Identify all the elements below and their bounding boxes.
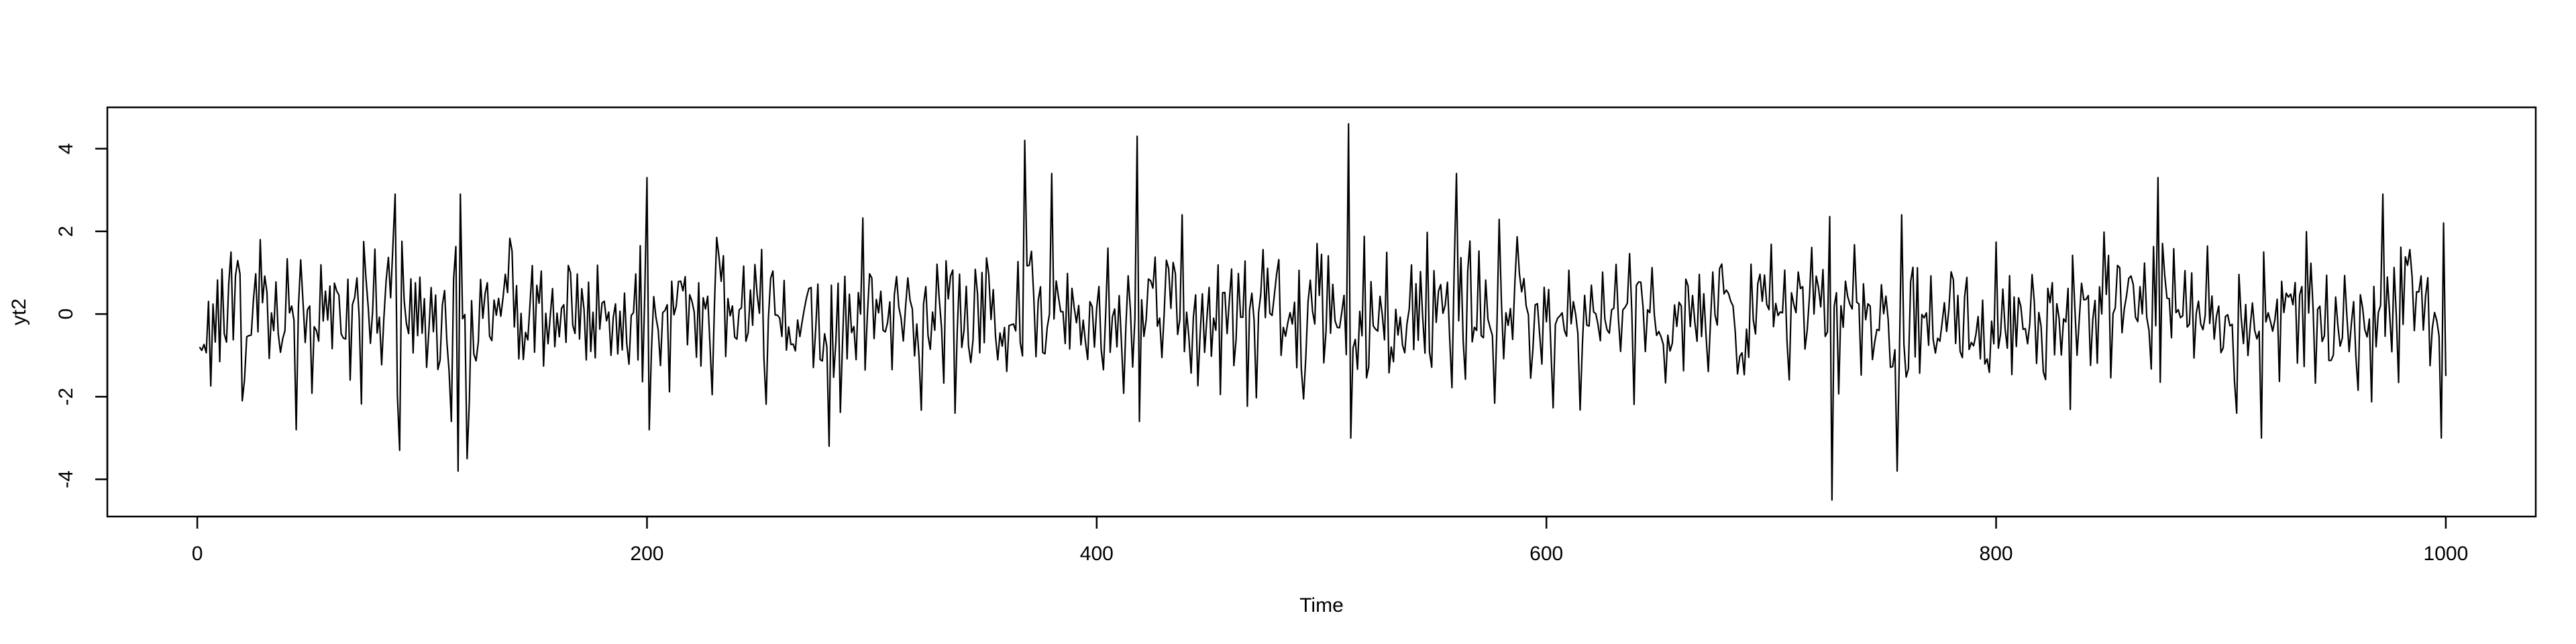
x-axis-label: Time bbox=[1299, 594, 1344, 616]
x-tick-label: 400 bbox=[1080, 543, 1114, 565]
x-tick-label: 800 bbox=[1980, 543, 2013, 565]
y-axis: -4 -2 0 2 4 bbox=[55, 143, 109, 488]
x-tick-label: 200 bbox=[630, 543, 663, 565]
y-tick-label: 0 bbox=[55, 309, 77, 320]
y-tick-label: -2 bbox=[55, 388, 77, 406]
x-tick-label: 0 bbox=[192, 543, 203, 565]
y-axis-label: yt2 bbox=[8, 299, 30, 325]
y-tick-label: 2 bbox=[55, 226, 77, 237]
x-tick-label: 1000 bbox=[2424, 543, 2469, 565]
y-tick-label: 4 bbox=[55, 143, 77, 154]
x-tick-label: 600 bbox=[1529, 543, 1563, 565]
y-tick-label: -4 bbox=[55, 470, 77, 488]
series-line bbox=[199, 123, 2447, 501]
x-axis: 0 200 400 600 800 1000 bbox=[192, 515, 2469, 565]
